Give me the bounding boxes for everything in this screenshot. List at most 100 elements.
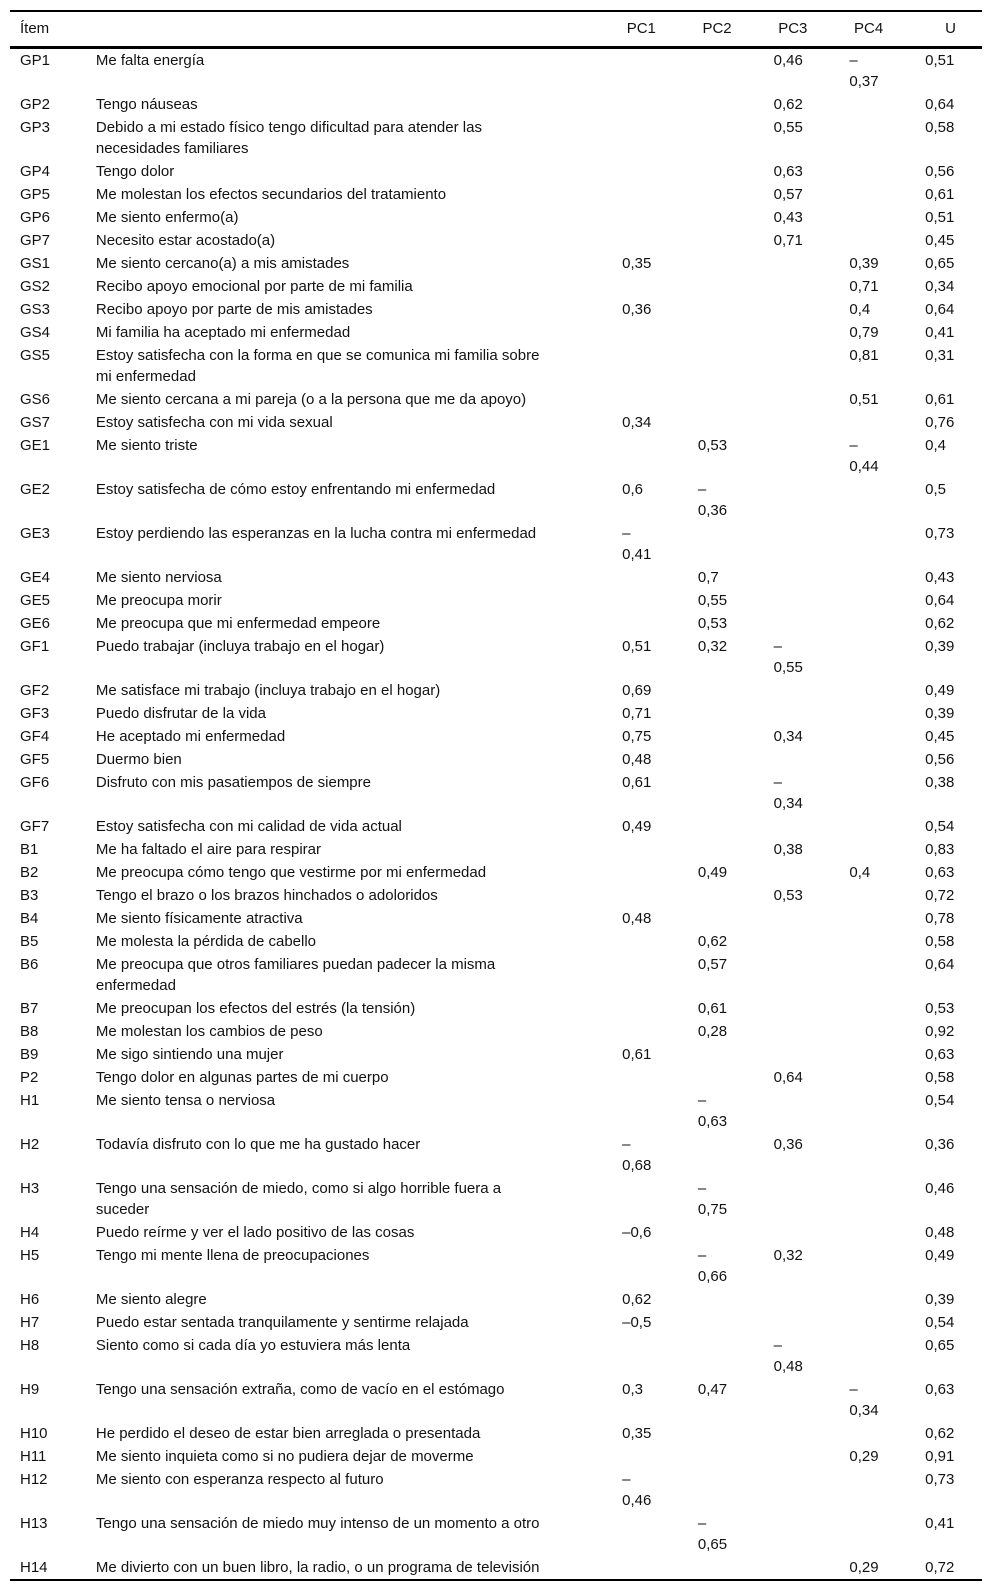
item-code-cell: GF2 (20, 682, 50, 699)
item-code-cell: GS3 (20, 301, 51, 318)
item-description-cell: Estoy satisfecha con mi calidad de vida … (95, 818, 402, 835)
pc1-value-cell: 0,51 (622, 638, 652, 655)
pc3-value-cell (758, 1512, 834, 1556)
table-row: H2 Todavía disfruto con lo que me ha gus… (10, 1133, 982, 1177)
item-description-cell: Estoy satisfecha con mi vida sexual (95, 414, 333, 431)
item-code-cell: GS1 (20, 255, 51, 272)
pc3-value-cell: 0,71 (773, 232, 803, 249)
item-description-cell: Tengo el brazo o los brazos hinchados o … (95, 887, 438, 904)
pc1-value-cell: 0,75 (622, 728, 652, 745)
pc3-value-cell: 0,43 (773, 209, 803, 226)
table-row: GE6 Me preocupa que mi enfermedad empeor… (10, 612, 982, 635)
item-code-cell: B3 (20, 887, 39, 904)
table-row: GP4 Tengo dolor 0,63 0,56 (10, 160, 982, 183)
item-description-cell: Tengo dolor en algunas partes de mi cuer… (95, 1069, 389, 1086)
pc1-value-cell: – 0,68 (622, 1136, 652, 1174)
pc4-value-cell (833, 1089, 909, 1133)
column-header-pc3: PC3 (757, 11, 834, 49)
pc2-value-cell (682, 275, 758, 298)
u-value-cell: 0,41 (925, 324, 955, 341)
item-description-cell: Tengo una sensación extraña, como de vac… (95, 1381, 505, 1398)
item-description-cell: Me preocupa morir (95, 592, 222, 609)
pc1-value-cell (606, 997, 682, 1020)
column-header-pc2: PC2 (681, 11, 758, 49)
pc1-value-cell: 0,48 (622, 751, 652, 768)
item-description-cell: Me ha faltado el aire para respirar (95, 841, 321, 858)
item-description-cell: Me siento cercano(a) a mis amistades (95, 255, 350, 272)
table-body: GP1 Me falta energía 0,46 – 0,37 0,51 GP… (10, 48, 982, 1581)
item-description-cell: Me preocupa que otros familiares puedan … (95, 956, 496, 994)
u-value-cell: 0,78 (925, 910, 955, 927)
table-row: B7 Me preocupan los efectos del estrés (… (10, 997, 982, 1020)
pc4-value-cell (833, 1043, 909, 1066)
pc4-value-cell (833, 838, 909, 861)
table-row: H1 Me siento tensa o nerviosa – 0,63 0,5… (10, 1089, 982, 1133)
item-code-cell: GS5 (20, 347, 51, 364)
pc2-value-cell (682, 160, 758, 183)
pc3-value-cell (758, 1020, 834, 1043)
pc4-value-cell: 0,4 (849, 864, 871, 881)
table-row: GF1 Puedo trabajar (incluya trabajo en e… (10, 635, 982, 679)
item-description-cell: Puedo reírme y ver el lado positivo de l… (95, 1224, 415, 1241)
pc1-value-cell (606, 344, 682, 388)
pc4-value-cell (833, 953, 909, 997)
pc2-value-cell: 0,32 (697, 638, 728, 655)
pc4-value-cell (833, 522, 909, 566)
item-code-cell: B9 (20, 1046, 39, 1063)
pc2-value-cell: 0,49 (697, 864, 728, 881)
item-code-cell: GP6 (20, 209, 51, 226)
item-description-cell: Me siento enfermo(a) (95, 209, 239, 226)
pc3-value-cell: 0,63 (773, 163, 803, 180)
table-row: H11 Me siento inquieta como si no pudier… (10, 1445, 982, 1468)
table-row: GF6 Disfruto con mis pasatiempos de siem… (10, 771, 982, 815)
u-value-cell: 0,4 (925, 437, 947, 454)
pc2-value-cell (682, 748, 758, 771)
pc2-value-cell (682, 116, 758, 160)
table-row: H6 Me siento alegre 0,62 0,39 (10, 1288, 982, 1311)
pc3-value-cell (758, 1311, 834, 1334)
u-value-cell: 0,61 (925, 186, 955, 203)
item-description-cell: Estoy satisfecha de cómo estoy enfrentan… (95, 481, 496, 498)
pc1-value-cell (606, 229, 682, 252)
u-value-cell: 0,63 (925, 864, 955, 881)
pc4-value-cell (833, 725, 909, 748)
table-row: GF2 Me satisface mi trabajo (incluya tra… (10, 679, 982, 702)
table-row: GS4 Mi familia ha aceptado mi enfermedad… (10, 321, 982, 344)
pc1-value-cell (606, 1334, 682, 1378)
table-row: H14 Me divierto con un buen libro, la ra… (10, 1556, 982, 1580)
item-code-cell: H7 (20, 1314, 40, 1331)
pc2-value-cell (682, 229, 758, 252)
pc2-value-cell: 0,57 (697, 956, 728, 973)
item-code-cell: GP4 (20, 163, 51, 180)
pc2-value-cell (682, 388, 758, 411)
pc1-value-cell (606, 884, 682, 907)
pc2-value-cell (682, 838, 758, 861)
pc1-value-cell (606, 1556, 682, 1580)
pc4-value-cell (833, 229, 909, 252)
pc3-value-cell: 0,57 (773, 186, 803, 203)
item-code-cell: H1 (20, 1092, 40, 1109)
pc4-value-cell (833, 1133, 909, 1177)
pc4-value-cell (833, 116, 909, 160)
column-header-item: Ítem (10, 11, 96, 49)
item-description-cell: Estoy perdiendo las esperanzas en la luc… (95, 525, 537, 542)
pc3-value-cell (758, 411, 834, 434)
pc1-value-cell (606, 206, 682, 229)
table-row: GF4 He aceptado mi enfermedad 0,75 0,34 … (10, 725, 982, 748)
pc3-value-cell (758, 434, 834, 478)
pc3-value-cell (758, 522, 834, 566)
item-code-cell: GS7 (20, 414, 51, 431)
item-code-cell: GP3 (20, 119, 51, 136)
pc1-value-cell (606, 1244, 682, 1288)
pc4-value-cell (833, 930, 909, 953)
pc1-value-cell (606, 1512, 682, 1556)
item-code-cell: H5 (20, 1247, 40, 1264)
pc3-value-cell (758, 907, 834, 930)
item-description-cell: Me siento con esperanza respecto al futu… (95, 1471, 384, 1488)
pc1-value-cell (606, 1066, 682, 1089)
pc3-value-cell (758, 1556, 834, 1580)
item-description-cell: Tengo náuseas (95, 96, 198, 113)
table-row: GP6 Me siento enfermo(a) 0,43 0,51 (10, 206, 982, 229)
pc3-value-cell (758, 1468, 834, 1512)
table-row: H10 He perdido el deseo de estar bien ar… (10, 1422, 982, 1445)
